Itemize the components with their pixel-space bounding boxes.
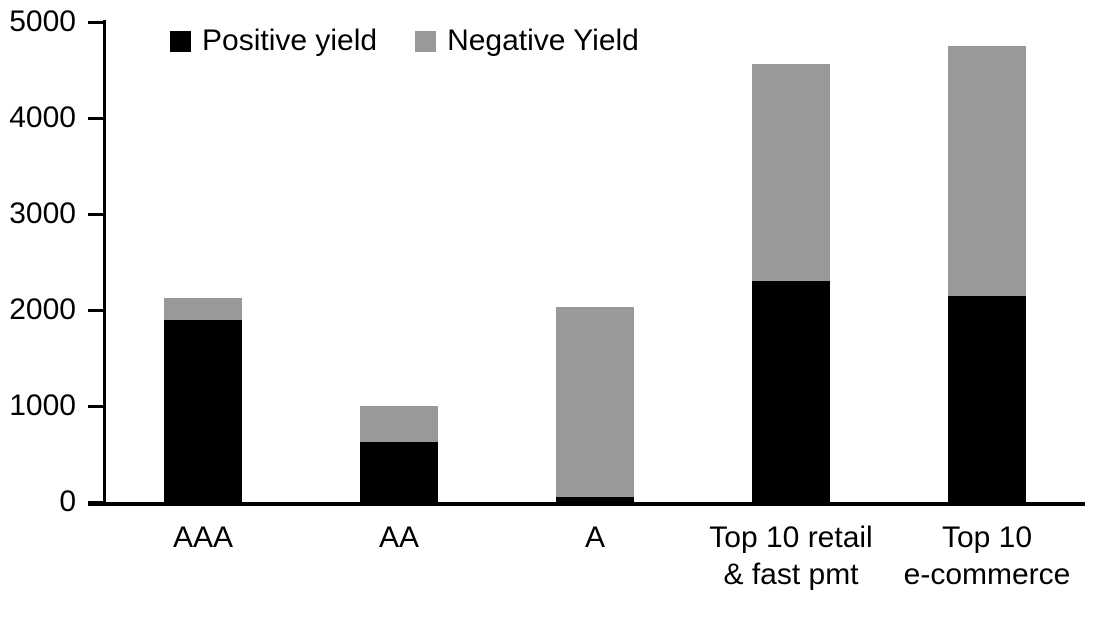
legend-item: Positive yield	[170, 24, 377, 58]
y-tick-label: 0	[59, 485, 76, 518]
chart-legend: Positive yield Negative Yield	[170, 24, 639, 58]
legend-swatch-icon	[170, 30, 191, 52]
x-axis-label: AAA	[172, 521, 234, 554]
legend-label: Positive yield	[202, 24, 378, 57]
y-tick-label: 4000	[9, 101, 76, 134]
legend-swatch-icon	[415, 30, 437, 52]
x-axis-label: AA	[378, 521, 420, 554]
y-axis-line	[103, 20, 106, 506]
y-tick-label: 1000	[9, 389, 76, 422]
y-tick	[88, 21, 105, 24]
bar-segment-positive	[360, 442, 438, 502]
y-tick	[88, 309, 105, 312]
x-axis-label: A	[584, 521, 605, 554]
bar-segment-negative	[164, 298, 242, 320]
x-axis-label: Top 10 retail & fast pmt	[709, 521, 873, 591]
bar-segment-positive	[752, 281, 830, 502]
bar-segment-negative	[752, 64, 830, 282]
bar-segment-negative	[556, 307, 634, 498]
y-tick-label: 3000	[9, 197, 76, 230]
y-tick	[88, 501, 105, 504]
bar-segment-positive	[164, 319, 242, 502]
y-tick	[88, 213, 105, 216]
y-tick-label: 5000	[9, 5, 76, 38]
x-axis-label: Top 10 e-commerce	[903, 521, 1071, 591]
y-tick	[88, 117, 105, 120]
x-axis-line	[88, 502, 1085, 506]
bar-segment-negative	[948, 46, 1026, 296]
bar-segment-negative	[360, 406, 438, 443]
legend-label: Negative Yield	[447, 24, 639, 57]
bar-segment-positive	[948, 295, 1026, 502]
bar-segment-positive	[556, 497, 634, 502]
y-tick-label: 2000	[9, 293, 76, 326]
y-tick	[88, 405, 105, 408]
legend-item: Negative Yield	[415, 24, 639, 58]
